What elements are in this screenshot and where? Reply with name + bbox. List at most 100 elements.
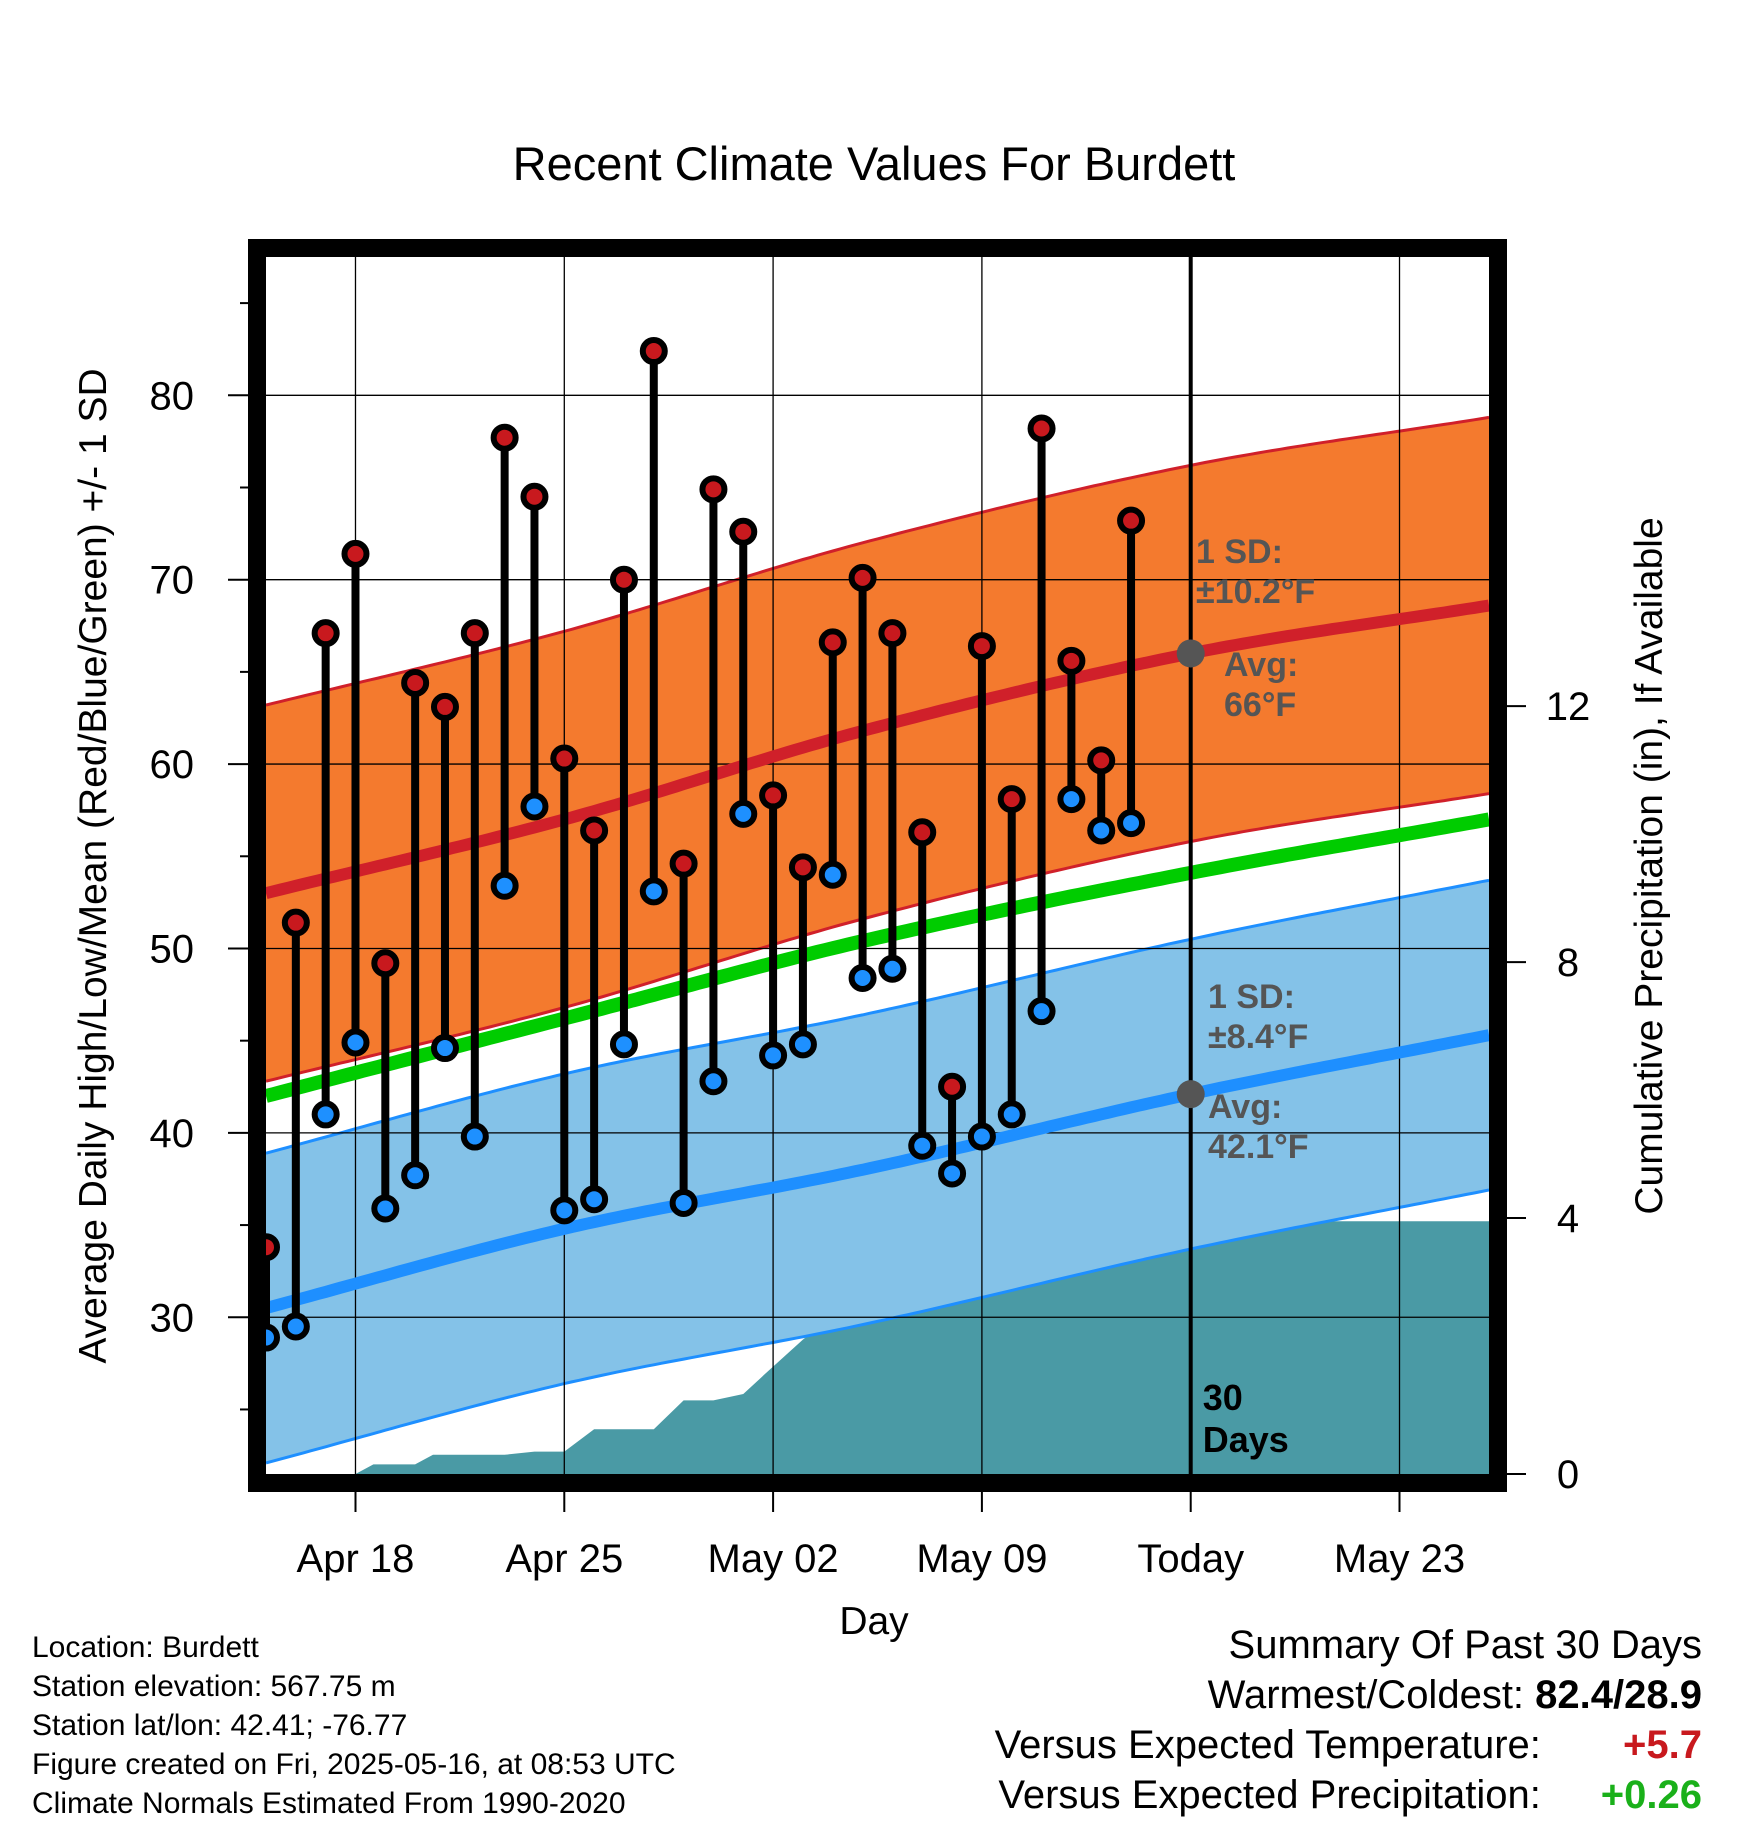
obs-high-point <box>460 619 489 648</box>
today-layer: 30 Days <box>1188 257 1289 1474</box>
obs-high-point <box>371 949 400 978</box>
obs-high-point <box>669 849 698 878</box>
obs-low-point <box>878 954 907 983</box>
normal-lines-layer <box>266 599 1489 1314</box>
obs-low-point <box>580 1185 609 1214</box>
obs-high-point <box>878 619 907 648</box>
x-tick-label: Today <box>1137 1537 1244 1581</box>
warm-cold-label: Warmest/Coldest: <box>1207 1673 1525 1717</box>
obs-low-point <box>609 1030 638 1059</box>
y2-tick-label: 12 <box>1546 685 1591 729</box>
y-tick-label: 60 <box>150 743 195 787</box>
obs-high-point <box>908 818 937 847</box>
info-elevation: Station elevation: 567.75 m <box>32 1670 396 1703</box>
x-tick-label: May 02 <box>708 1537 839 1581</box>
obs-high-point <box>967 632 996 661</box>
summary-temp: Versus Expected Temperature: +5.7 <box>995 1720 1702 1770</box>
high-avg-dot <box>1176 639 1205 668</box>
obs-high-point <box>1027 414 1056 443</box>
obs-low-point <box>1087 816 1116 845</box>
obs-low-point <box>401 1161 430 1190</box>
annotation-low-avg-line: 42.1°F <box>1208 1128 1309 1166</box>
obs-low-point <box>311 1100 340 1129</box>
obs-low-point <box>669 1188 698 1217</box>
summary-heading: Summary Of Past 30 Days <box>1228 1623 1702 1667</box>
obs-high-point <box>818 628 847 657</box>
info-latlon: Station lat/lon: 42.41; -76.77 <box>32 1709 408 1742</box>
y2-tick-label: 0 <box>1557 1453 1579 1497</box>
summary-precip: Versus Expected Precipitation: +0.26 <box>995 1770 1702 1820</box>
obs-low-point <box>430 1034 459 1063</box>
obs-high-point <box>639 337 668 366</box>
annotation-high-avg-line: Avg: <box>1224 646 1298 684</box>
obs-low-point <box>938 1159 967 1188</box>
obs-high-point <box>341 539 370 568</box>
summary-panel: Summary Of Past 30 Days Warmest/Coldest:… <box>995 1620 1702 1820</box>
obs-low-point <box>266 1323 280 1352</box>
info-normals: Climate Normals Estimated From 1990-2020 <box>32 1787 626 1820</box>
today-days-label: 30 Days <box>1203 1377 1289 1460</box>
obs-high-point <box>311 619 340 648</box>
chart-title: Recent Climate Values For Burdett <box>513 137 1236 190</box>
x-tick-label: Apr 18 <box>297 1537 415 1581</box>
obs-low-point <box>1057 785 1086 814</box>
obs-high-point <box>490 423 519 452</box>
high-normal-line <box>266 599 1489 900</box>
obs-high-point <box>759 781 788 810</box>
obs-low-point <box>550 1196 579 1225</box>
y2-tick-label: 4 <box>1557 1197 1579 1241</box>
precipitation-layer <box>266 1221 1489 1474</box>
obs-low-point <box>729 799 758 828</box>
obs-low-point <box>1117 809 1146 838</box>
obs-low-point <box>1027 997 1056 1026</box>
today-days-label-line: Days <box>1203 1419 1289 1460</box>
observations-layer <box>266 337 1146 1352</box>
annotation-low-avg: Avg: 42.1°F <box>1208 1088 1309 1166</box>
high-sd-band-upper-edge <box>266 415 1489 707</box>
obs-low-point <box>848 963 877 992</box>
obs-high-point <box>281 908 310 937</box>
obs-high-point <box>609 565 638 594</box>
obs-high-point <box>848 563 877 592</box>
annotation-high-sd-line: 1 SD: <box>1196 533 1283 571</box>
annotation-low-sd-line: 1 SD: <box>1208 978 1295 1016</box>
obs-high-point <box>938 1072 967 1101</box>
warm-cold-value: 82.4/28.9 <box>1535 1673 1702 1717</box>
high-sd-band-lower-edge <box>266 792 1489 1083</box>
obs-low-point <box>520 792 549 821</box>
x-tick-label: May 23 <box>1334 1537 1465 1581</box>
annotation-high-avg-line: 66°F <box>1224 686 1296 724</box>
obs-high-point <box>550 744 579 773</box>
obs-low-point <box>967 1122 996 1151</box>
obs-low-point <box>788 1030 817 1059</box>
x-axis-title: Day <box>839 1600 909 1643</box>
obs-low-point <box>281 1312 310 1341</box>
precip-value: +0.26 <box>1600 1773 1702 1817</box>
obs-high-point <box>1117 506 1146 535</box>
x-tick-label: Apr 25 <box>505 1537 623 1581</box>
obs-high-point <box>520 482 549 511</box>
obs-low-point <box>997 1100 1026 1129</box>
summary-warm-cold: Warmest/Coldest: 82.4/28.9 <box>995 1670 1702 1720</box>
obs-high-point <box>788 853 817 882</box>
y-tick-label: 80 <box>150 374 195 418</box>
obs-high-point <box>1057 646 1086 675</box>
annotation-low-sd-line: ±8.4°F <box>1208 1018 1308 1056</box>
today-days-label-line: 30 <box>1203 1377 1243 1418</box>
low-sd-band-upper-edge <box>266 878 1489 1155</box>
y-tick-label: 40 <box>150 1112 195 1156</box>
obs-high-point <box>430 692 459 721</box>
low-sd-band-lower-edge <box>266 1188 1489 1465</box>
obs-low-point <box>490 871 519 900</box>
annotation-high-sd-line: ±10.2°F <box>1196 573 1315 611</box>
obs-low-point <box>818 860 847 889</box>
obs-low-point <box>759 1041 788 1070</box>
obs-high-point <box>580 816 609 845</box>
obs-high-point <box>401 668 430 697</box>
precip-label: Versus Expected Precipitation: <box>998 1773 1541 1817</box>
precipitation-area <box>266 1221 1489 1474</box>
y-tick-label: 70 <box>150 559 195 603</box>
station-info: Location: Burdett Station elevation: 567… <box>32 1628 676 1823</box>
annotation-high-avg: Avg: 66°F <box>1224 646 1298 724</box>
